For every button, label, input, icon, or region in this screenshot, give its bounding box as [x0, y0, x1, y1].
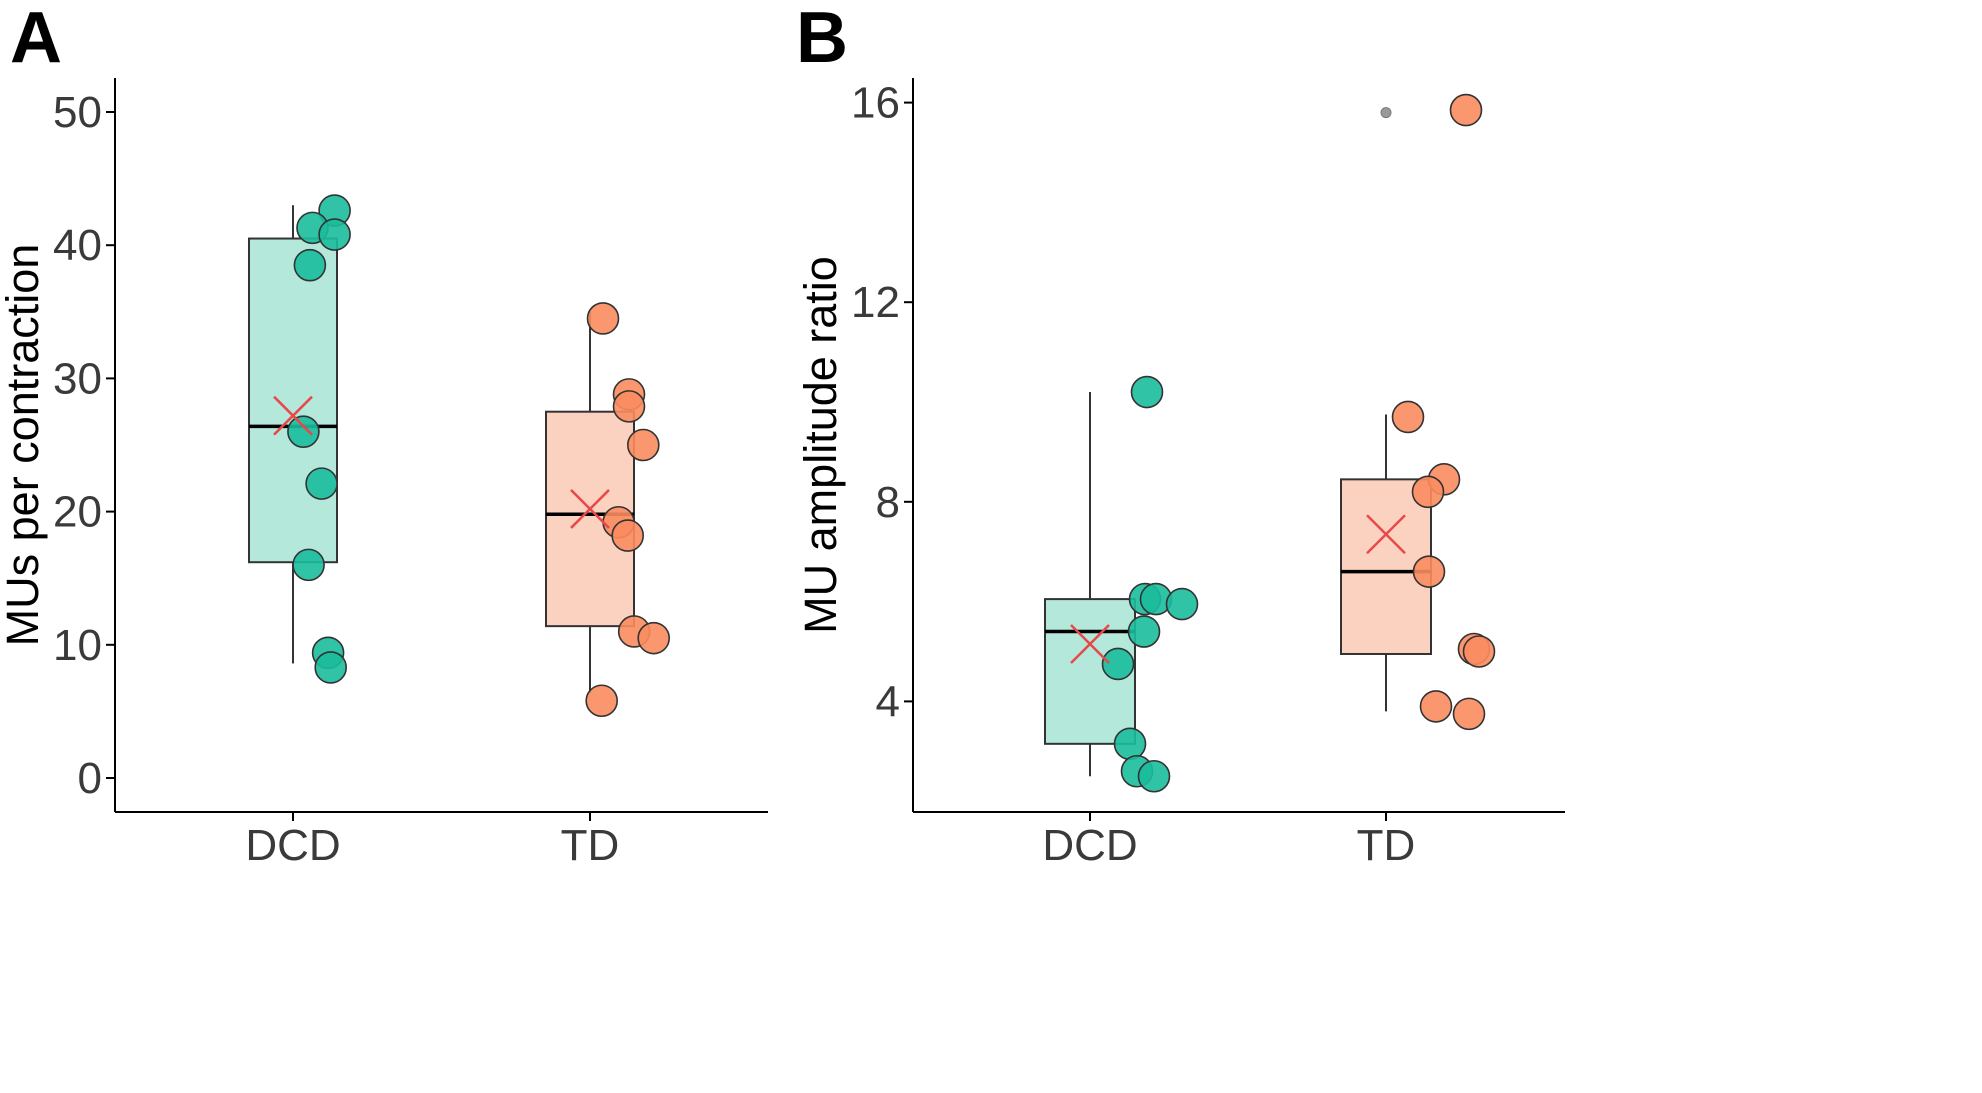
dcd-data-point	[287, 415, 320, 448]
td-data-point	[626, 428, 660, 462]
y-tick-label: 4	[876, 677, 900, 726]
dcd-data-point	[292, 548, 325, 582]
td-outlier-point	[1380, 107, 1392, 119]
x-tick-label-td: TD	[1357, 821, 1416, 870]
dcd-mean-marker	[273, 395, 313, 436]
x-tick-label-dcd: DCD	[1042, 821, 1137, 870]
td-data-point	[585, 684, 619, 718]
y-tick-label: 0	[78, 754, 102, 803]
y-axis-title: MU amplitude ratio	[795, 256, 846, 634]
mean-cross-stroke	[273, 395, 313, 436]
td-data-point	[1419, 690, 1453, 723]
y-tick-label: 10	[53, 621, 102, 670]
td-data-point	[611, 519, 645, 552]
panel-b-label: B	[796, 0, 848, 78]
td-data-point	[1411, 475, 1445, 509]
td-data-point	[586, 302, 620, 335]
dcd-box	[248, 237, 338, 564]
dcd-data-point	[1101, 647, 1135, 681]
dcd-mean-marker	[1070, 624, 1110, 664]
y-tick-label: 16	[851, 79, 900, 128]
x-tick-label-dcd: DCD	[245, 821, 340, 870]
td-data-point	[1452, 697, 1486, 731]
dcd-data-point	[1137, 759, 1171, 793]
mean-cross-stroke	[1366, 514, 1406, 555]
dcd-data-point	[1127, 615, 1161, 648]
mean-cross-stroke	[1070, 624, 1110, 664]
y-tick-label: 20	[53, 488, 102, 537]
y-tick-label: 30	[53, 354, 102, 403]
td-data-point	[637, 621, 671, 655]
td-mean-marker	[1366, 514, 1406, 555]
panel-a: A 0 10 20 30 40 50 DCD TD MUs per contraction	[0, 0, 768, 870]
dcd-data-point	[314, 651, 348, 684]
dcd-data-point	[318, 218, 351, 251]
y-axis-title: MUs per contraction	[0, 244, 48, 647]
dcd-data-point	[293, 248, 327, 282]
panel-a-label: A	[10, 0, 62, 78]
td-data-point	[1391, 400, 1425, 434]
dcd-data-point	[1130, 375, 1164, 409]
dcd-data-point	[305, 467, 338, 500]
panel-b: B 4 8 12 16 DCD TD MU amplitude ratio	[795, 0, 1565, 870]
dcd-data-point	[1165, 587, 1199, 621]
td-mean-marker	[570, 489, 610, 529]
td-data-point	[612, 390, 646, 423]
x-tick-label-td: TD	[561, 821, 620, 870]
y-tick-label: 50	[53, 88, 102, 137]
y-tick-label: 12	[851, 278, 900, 327]
y-tick-label: 40	[53, 221, 102, 270]
td-data-point	[1449, 93, 1483, 127]
mean-cross-stroke	[570, 489, 610, 529]
y-tick-label: 8	[876, 478, 900, 527]
dcd-data-point	[1113, 727, 1147, 761]
td-data-point	[1412, 555, 1446, 588]
td-data-point	[1462, 635, 1496, 668]
